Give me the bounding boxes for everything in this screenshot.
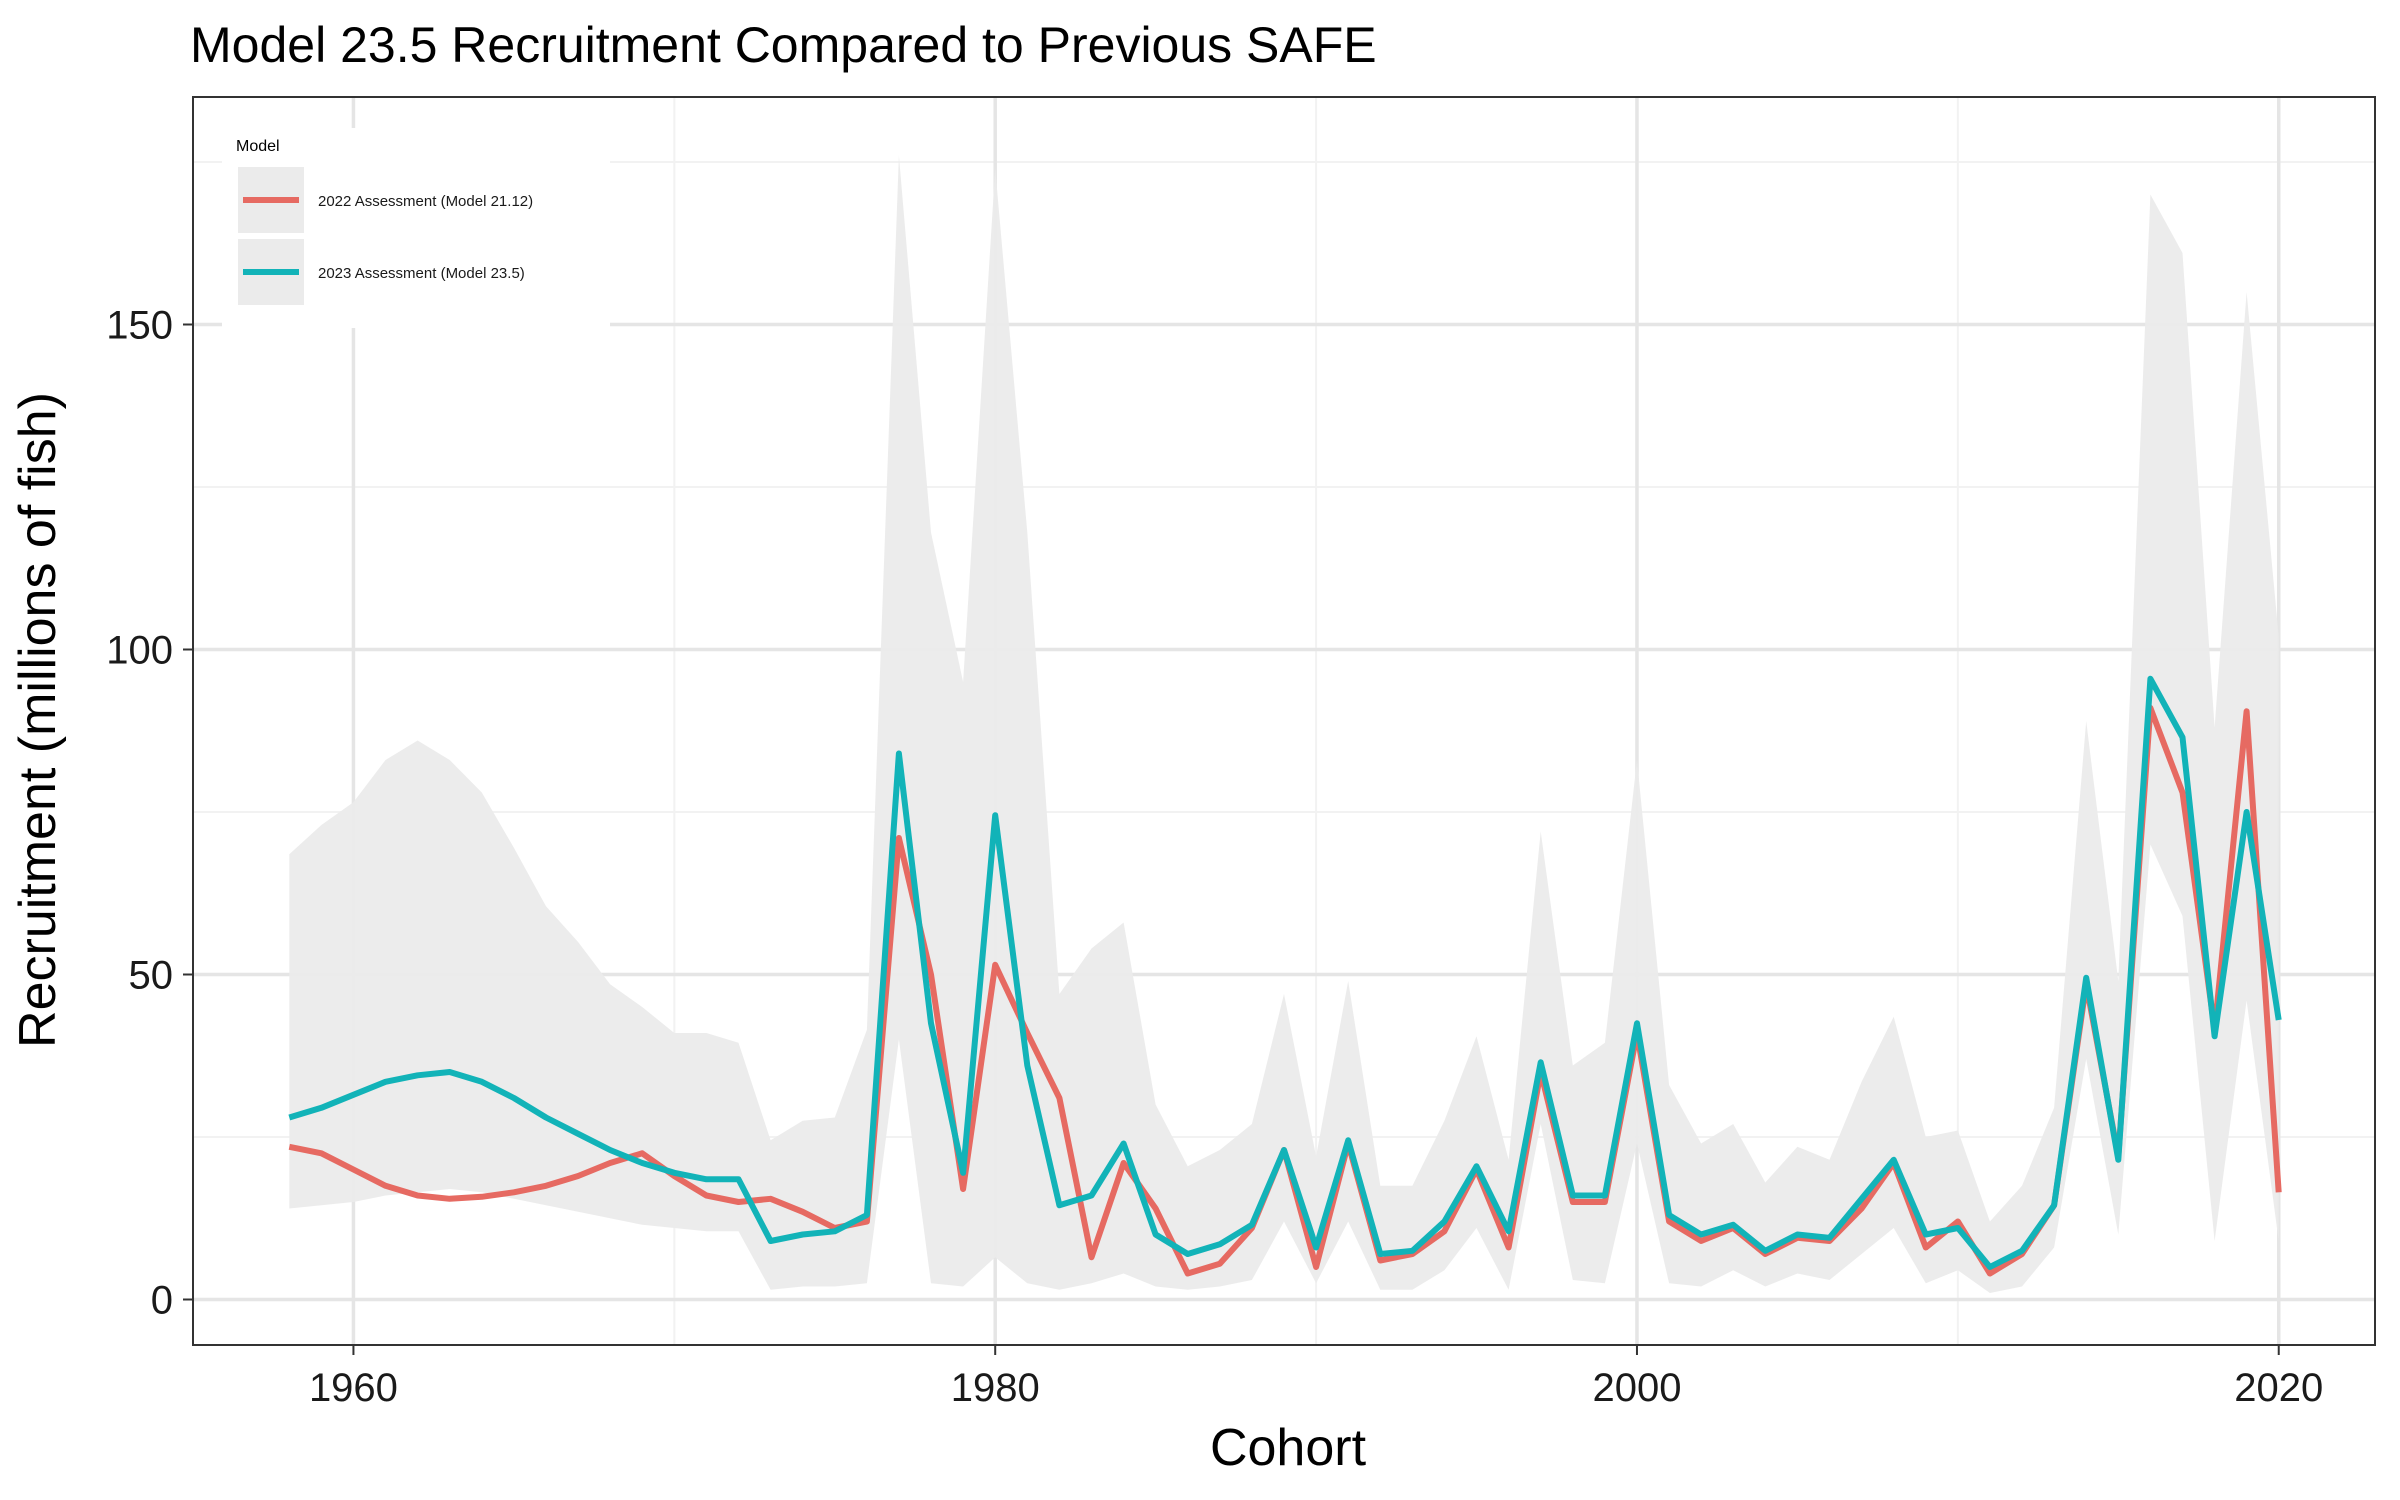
y-tick-label: 0 <box>151 1279 173 1323</box>
y-tick-label: 50 <box>129 954 174 998</box>
confidence-ribbon <box>289 155 2279 1293</box>
legend-label: 2023 Assessment (Model 23.5) <box>318 265 525 282</box>
x-axis-title: Cohort <box>1210 1419 1367 1477</box>
y-tick-label: 150 <box>106 304 173 348</box>
y-axis-title: Recruitment (millions of fish) <box>9 392 67 1048</box>
legend-title: Model <box>236 138 280 155</box>
x-tick-label: 2020 <box>2234 1366 2323 1410</box>
x-tick-label: 1960 <box>309 1366 398 1410</box>
legend-label: 2022 Assessment (Model 21.12) <box>318 193 533 210</box>
y-axis-ticks: 0 50 100 150 <box>106 304 193 1323</box>
y-tick-label: 100 <box>106 629 173 673</box>
panel-border <box>192 96 2376 1346</box>
x-tick-label: 1980 <box>951 1366 1040 1410</box>
legend: Model 2022 Assessment (Model 21.12) 2023 A… <box>222 128 610 328</box>
x-axis-ticks: 1960 1980 2000 2020 <box>309 1345 2323 1410</box>
chart-title: Model 23.5 Recruitment Compared to Previ… <box>190 17 1377 73</box>
x-tick-label: 2000 <box>1592 1366 1681 1410</box>
series-line-2 <box>288 675 2282 1270</box>
